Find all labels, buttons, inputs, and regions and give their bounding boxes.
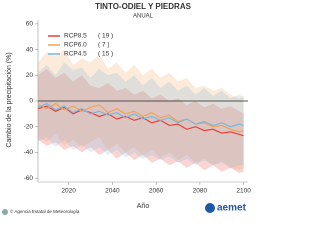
- y-tick-label: -60: [24, 175, 34, 182]
- y-tick-label: 20: [26, 72, 34, 79]
- series-line: [37, 105, 244, 137]
- y-axis-label: Cambio de la precipitación (%): [6, 52, 13, 147]
- logo-text: aemet: [217, 203, 247, 214]
- legend-label: RCP6.0: [64, 42, 87, 49]
- series-line: [37, 102, 244, 128]
- footer: © Agencia Estatal de Meteorología aemet: [2, 203, 247, 215]
- range-band: [38, 49, 244, 171]
- x-tick-label: 2020: [61, 188, 76, 195]
- range-band: [38, 68, 244, 173]
- x-tick-label: 2040: [105, 188, 120, 195]
- series-line: [37, 102, 244, 133]
- legend-count: ( 15 ): [98, 51, 113, 58]
- logo-icon: [205, 203, 215, 213]
- y-tick-label: -40: [24, 149, 34, 156]
- footer-icon: [2, 209, 8, 215]
- chart-subtitle: ANUAL: [133, 14, 154, 20]
- y-tick-label: 40: [26, 46, 34, 53]
- x-tick-label: 2100: [236, 188, 251, 195]
- chart-title: TINTO-ODIEL Y PIEDRAS: [95, 2, 192, 11]
- x-tick-label: 2060: [149, 188, 164, 195]
- footer-credit: © Agencia Estatal de Meteorología: [10, 208, 80, 214]
- chart: TINTO-ODIEL Y PIEDRAS ANUAL Año Cambio d…: [2, 2, 251, 215]
- legend-label: RCP8.5: [64, 33, 87, 40]
- legend-label: RCP4.5: [64, 51, 87, 58]
- y-tick-label: 0: [29, 98, 33, 105]
- y-tick-label: 60: [26, 21, 34, 28]
- x-axis-label: Año: [137, 203, 150, 210]
- legend-count: ( 7 ): [98, 42, 110, 49]
- legend-count: ( 19 ): [98, 33, 113, 40]
- y-tick-label: -20: [24, 123, 34, 130]
- x-tick-label: 2080: [193, 188, 208, 195]
